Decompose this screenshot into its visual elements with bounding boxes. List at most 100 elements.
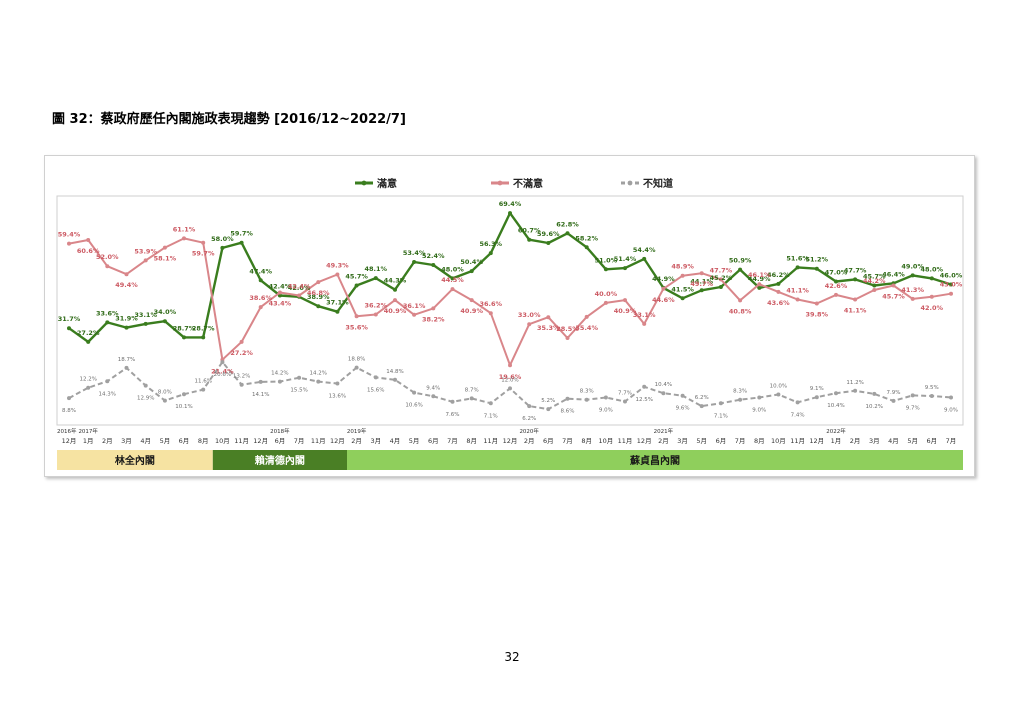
point-satisfied bbox=[488, 251, 493, 256]
x-tick-label: 11月 bbox=[483, 437, 498, 445]
data-label-unknown: 13.6% bbox=[329, 394, 346, 400]
point-satisfied bbox=[105, 320, 110, 325]
x-tick-label: 12月 bbox=[503, 437, 518, 445]
x-tick-label: 8月 bbox=[198, 437, 209, 445]
x-tick-label: 2月 bbox=[658, 437, 669, 445]
point-dissatisfied bbox=[680, 273, 685, 278]
data-label-satisfied: 48.0% bbox=[441, 265, 464, 273]
point-satisfied bbox=[316, 304, 321, 309]
point-unknown bbox=[67, 396, 71, 401]
x-tick-label: 11月 bbox=[234, 437, 249, 445]
point-dissatisfied bbox=[393, 298, 397, 303]
point-satisfied bbox=[373, 276, 378, 281]
data-label-satisfied: 58.0% bbox=[211, 235, 234, 243]
data-label-dissatisfied: 43.6% bbox=[767, 299, 790, 307]
point-unknown bbox=[201, 387, 206, 392]
cabinet-band-cabinet_su bbox=[347, 450, 963, 470]
point-unknown bbox=[546, 407, 551, 412]
data-label-satisfied: 49.0% bbox=[901, 262, 924, 270]
point-dissatisfied bbox=[910, 296, 915, 301]
data-label-dissatisfied: 21.4% bbox=[211, 368, 234, 376]
point-satisfied bbox=[929, 276, 934, 281]
data-label-satisfied: 53.4% bbox=[403, 249, 426, 257]
data-label-unknown: 7.1% bbox=[714, 413, 728, 419]
point-dissatisfied bbox=[373, 312, 378, 317]
data-label-satisfied: 47.4% bbox=[249, 267, 272, 275]
data-label-satisfied: 46.2% bbox=[767, 271, 790, 279]
data-label-dissatisfied: 45.7% bbox=[882, 293, 905, 301]
data-label-satisfied: 28.7% bbox=[192, 324, 215, 332]
x-tick-label: 8月 bbox=[581, 437, 592, 445]
point-dissatisfied bbox=[67, 241, 71, 246]
data-label-satisfied: 60.7% bbox=[518, 227, 541, 235]
data-label-satisfied: 45.2% bbox=[710, 274, 733, 282]
year-label: 2018年 bbox=[270, 427, 290, 435]
year-label: 2020年 bbox=[519, 427, 539, 435]
point-dissatisfied bbox=[757, 282, 762, 287]
point-unknown bbox=[162, 398, 167, 403]
point-unknown bbox=[661, 391, 666, 396]
data-label-satisfied: 27.2% bbox=[77, 329, 100, 337]
point-unknown bbox=[738, 397, 743, 402]
point-dissatisfied bbox=[834, 292, 838, 297]
point-satisfied bbox=[853, 277, 858, 282]
data-label-unknown: 9.1% bbox=[810, 386, 824, 392]
year-label: 2019年 bbox=[347, 427, 367, 435]
point-unknown bbox=[623, 399, 627, 404]
data-label-satisfied: 44.9% bbox=[748, 275, 771, 283]
point-dissatisfied bbox=[565, 336, 570, 340]
chart-frame: 滿意 不滿意 不知道 31.7% 27.2% 33.6% 31.9% 33.1% 34.0% 2… bbox=[44, 155, 975, 477]
data-label-dissatisfied: 19.6% bbox=[499, 373, 522, 381]
data-label-satisfied: 31.9% bbox=[115, 315, 138, 323]
point-dissatisfied bbox=[949, 291, 953, 296]
point-unknown bbox=[412, 390, 417, 395]
point-unknown bbox=[776, 392, 781, 397]
point-dissatisfied bbox=[86, 238, 91, 242]
data-label-satisfied: 38.9% bbox=[307, 293, 330, 301]
point-dissatisfied bbox=[201, 240, 206, 245]
data-label-dissatisfied: 38.6% bbox=[249, 294, 272, 302]
chart-legend: 滿意 不滿意 不知道 bbox=[355, 177, 673, 190]
x-tick-label: 6月 bbox=[428, 437, 439, 445]
data-label-dissatisfied: 27.2% bbox=[230, 349, 253, 357]
x-tick-label: 7月 bbox=[447, 437, 458, 445]
point-dissatisfied bbox=[853, 297, 858, 302]
data-label-satisfied: 42.4% bbox=[269, 283, 292, 291]
point-dissatisfied bbox=[814, 301, 819, 306]
data-label-unknown: 6.2% bbox=[695, 395, 709, 401]
point-unknown bbox=[373, 375, 378, 380]
point-satisfied bbox=[508, 211, 512, 216]
point-satisfied bbox=[834, 279, 838, 284]
point-unknown bbox=[699, 404, 704, 409]
point-satisfied bbox=[584, 245, 589, 250]
page-title: 圖 32：蔡政府歷任內閣施政表現趨勢 [2016/12~2022/7] bbox=[52, 112, 406, 127]
year-label: 2022年 bbox=[826, 427, 846, 435]
cabinet-band-cabinet_lin bbox=[57, 450, 213, 470]
point-satisfied bbox=[642, 256, 647, 261]
data-label-satisfied: 59.7% bbox=[230, 230, 253, 238]
data-label-unknown: 14.2% bbox=[310, 371, 327, 377]
data-label-dissatisfied: 41.1% bbox=[844, 307, 867, 315]
point-unknown bbox=[143, 383, 148, 388]
data-label-satisfied: 42.0% bbox=[288, 284, 311, 292]
data-label-dissatisfied: 46.1% bbox=[748, 271, 771, 279]
point-satisfied bbox=[412, 260, 417, 264]
x-tick-label: 7月 bbox=[562, 437, 573, 445]
data-label-satisfied: 59.6% bbox=[537, 230, 560, 238]
data-label-unknown: 7.1% bbox=[484, 413, 498, 419]
data-label-unknown: 7.9% bbox=[887, 390, 901, 396]
point-satisfied bbox=[162, 319, 167, 324]
x-tick-label: 6月 bbox=[275, 437, 286, 445]
data-label-unknown: 9.0% bbox=[944, 408, 958, 414]
point-satisfied bbox=[527, 237, 532, 242]
point-unknown bbox=[431, 394, 436, 399]
point-unknown bbox=[584, 397, 589, 402]
point-unknown bbox=[757, 395, 762, 400]
data-label-satisfied: 45.7% bbox=[345, 273, 368, 281]
legend-label-unknown: 不知道 bbox=[643, 177, 673, 190]
data-label-unknown: 10.4% bbox=[655, 382, 672, 388]
point-unknown bbox=[335, 381, 340, 386]
x-tick-label: 11月 bbox=[790, 437, 805, 445]
x-tick-label: 5月 bbox=[696, 437, 707, 445]
data-label-unknown: 6.2% bbox=[522, 416, 536, 422]
